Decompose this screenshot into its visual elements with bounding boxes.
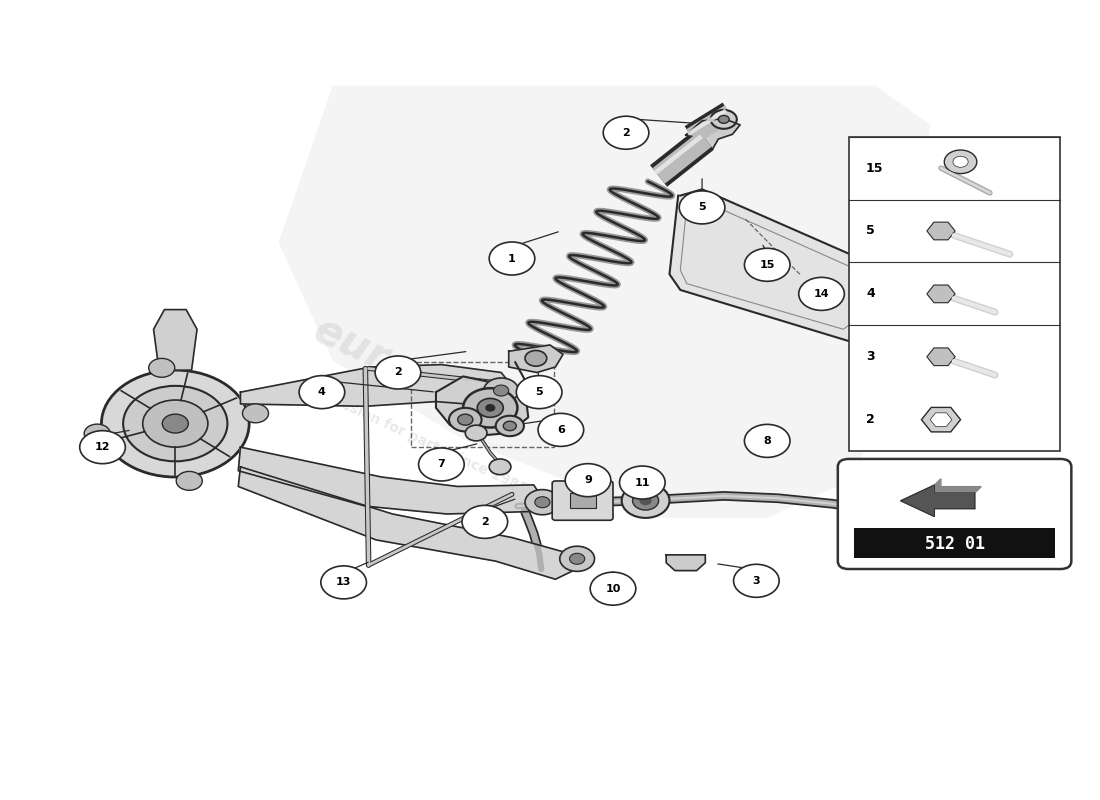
Circle shape <box>123 386 228 462</box>
Circle shape <box>176 471 202 490</box>
Text: 5: 5 <box>536 387 543 397</box>
Polygon shape <box>927 348 955 366</box>
Text: 1: 1 <box>508 254 516 263</box>
Text: 6: 6 <box>557 425 564 435</box>
Circle shape <box>486 405 495 411</box>
Circle shape <box>85 424 110 443</box>
Text: a passion for parts since 1985: a passion for parts since 1985 <box>309 383 530 496</box>
Circle shape <box>621 483 670 518</box>
Text: 15: 15 <box>759 260 774 270</box>
Circle shape <box>494 385 508 396</box>
Polygon shape <box>239 467 578 579</box>
Text: 2: 2 <box>394 367 402 378</box>
Polygon shape <box>934 478 981 493</box>
Polygon shape <box>670 190 887 341</box>
Circle shape <box>525 350 547 366</box>
Text: 3: 3 <box>752 576 760 586</box>
Circle shape <box>535 497 550 508</box>
Circle shape <box>525 490 560 514</box>
Circle shape <box>745 248 790 282</box>
Circle shape <box>462 506 507 538</box>
Text: 4: 4 <box>866 287 874 300</box>
Circle shape <box>321 566 366 599</box>
Text: 512 01: 512 01 <box>925 535 985 553</box>
Circle shape <box>242 404 268 422</box>
Circle shape <box>504 422 516 430</box>
Polygon shape <box>685 118 740 149</box>
Text: 8: 8 <box>763 436 771 446</box>
Circle shape <box>477 398 504 418</box>
Circle shape <box>560 546 594 571</box>
Bar <box>854 528 1055 558</box>
Circle shape <box>953 156 968 167</box>
Polygon shape <box>241 365 512 406</box>
Circle shape <box>565 464 610 497</box>
Circle shape <box>449 408 482 431</box>
FancyBboxPatch shape <box>552 481 613 520</box>
Polygon shape <box>436 377 528 435</box>
Text: 15: 15 <box>866 162 883 174</box>
Polygon shape <box>667 555 705 570</box>
Circle shape <box>591 572 636 605</box>
Text: europarts: europarts <box>307 309 532 444</box>
Circle shape <box>640 497 651 505</box>
Text: 7: 7 <box>438 459 446 470</box>
Circle shape <box>490 459 510 474</box>
Circle shape <box>79 430 125 464</box>
Circle shape <box>516 376 562 409</box>
Circle shape <box>419 448 464 481</box>
Text: 10: 10 <box>605 584 620 594</box>
Text: 13: 13 <box>336 578 351 587</box>
Bar <box>570 493 595 509</box>
Text: 5: 5 <box>866 225 874 238</box>
Polygon shape <box>931 413 952 426</box>
Circle shape <box>632 491 659 510</box>
Polygon shape <box>927 285 955 302</box>
Polygon shape <box>927 222 955 240</box>
Circle shape <box>465 425 487 441</box>
Circle shape <box>496 416 524 436</box>
Circle shape <box>375 356 421 389</box>
Circle shape <box>148 358 175 378</box>
Circle shape <box>745 424 790 458</box>
Circle shape <box>484 378 518 403</box>
Circle shape <box>944 150 977 174</box>
Text: 11: 11 <box>635 478 650 487</box>
Bar <box>849 137 1060 451</box>
Text: 2: 2 <box>623 128 630 138</box>
Circle shape <box>299 376 344 409</box>
Circle shape <box>458 414 473 425</box>
Text: 2: 2 <box>866 413 874 426</box>
Circle shape <box>101 370 249 477</box>
Circle shape <box>143 400 208 447</box>
Polygon shape <box>154 310 197 370</box>
Text: 12: 12 <box>95 442 110 452</box>
Bar <box>411 362 554 447</box>
FancyBboxPatch shape <box>838 459 1071 569</box>
Circle shape <box>734 564 779 598</box>
Circle shape <box>718 115 729 123</box>
Text: 5: 5 <box>698 202 706 213</box>
Polygon shape <box>239 447 542 514</box>
Circle shape <box>799 278 845 310</box>
Circle shape <box>619 466 666 499</box>
Circle shape <box>163 414 188 433</box>
Circle shape <box>711 110 737 129</box>
Polygon shape <box>922 407 960 432</box>
Polygon shape <box>508 345 563 373</box>
Text: 9: 9 <box>584 475 592 485</box>
Circle shape <box>603 116 649 150</box>
Circle shape <box>490 242 535 275</box>
Text: 2: 2 <box>481 517 488 527</box>
Text: 14: 14 <box>814 289 829 299</box>
Circle shape <box>679 191 725 224</box>
Circle shape <box>570 554 585 564</box>
Text: 3: 3 <box>866 350 874 363</box>
Polygon shape <box>278 86 931 518</box>
Circle shape <box>463 388 517 427</box>
Polygon shape <box>901 485 975 517</box>
Text: 4: 4 <box>318 387 326 397</box>
Circle shape <box>538 414 584 446</box>
